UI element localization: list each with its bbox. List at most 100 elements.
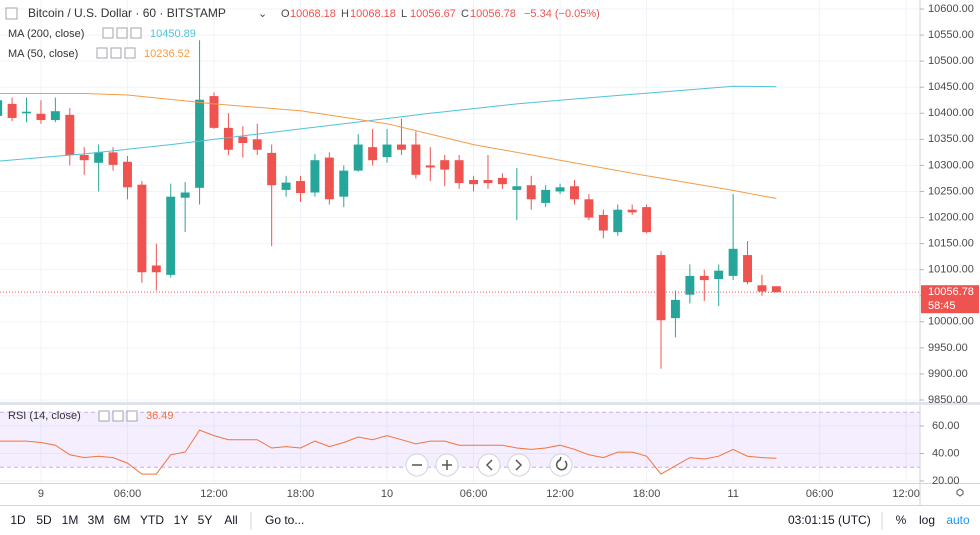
- rsi-pane: [0, 411, 920, 475]
- candle-body: [108, 152, 118, 165]
- range-button[interactable]: 1D: [10, 513, 26, 527]
- candle-body: [699, 275, 709, 281]
- x-tick-label: 18:00: [633, 488, 661, 500]
- indicator-value: 10236.52: [144, 48, 190, 60]
- candle-body: [50, 111, 60, 121]
- candle-body: [425, 165, 435, 168]
- range-button[interactable]: 5D: [36, 513, 52, 527]
- last-price-label: 10056.78: [928, 286, 974, 298]
- countdown-label: 58:45: [928, 300, 956, 312]
- candle-body: [94, 152, 104, 163]
- rsi-line: [0, 429, 777, 475]
- candle-body: [137, 184, 147, 273]
- y-tick-label: 10300.00: [928, 159, 974, 171]
- goto-button[interactable]: Go to...: [265, 513, 304, 527]
- chevron[interactable]: ⌄: [258, 8, 267, 20]
- candle-body: [267, 152, 277, 186]
- candle-body: [685, 275, 695, 295]
- candle-body: [555, 187, 565, 192]
- last-price-box: [921, 285, 979, 314]
- plot: [0, 40, 920, 475]
- candle-body: [79, 154, 89, 161]
- y-tick-label: 10350.00: [928, 133, 974, 145]
- y-tick-label: 10550.00: [928, 29, 974, 41]
- candle-body: [324, 157, 334, 200]
- indicator-name[interactable]: RSI (14, close): [8, 410, 81, 422]
- candle-body: [743, 255, 753, 283]
- candle-body: [642, 207, 652, 233]
- range-button[interactable]: All: [224, 513, 237, 527]
- y-tick-label: 20.00: [932, 475, 960, 487]
- nav-icons: [412, 456, 568, 471]
- candle-body: [223, 127, 233, 150]
- x-tick-label: 06:00: [460, 488, 488, 500]
- candle-body: [36, 113, 46, 121]
- candle-body: [180, 192, 190, 198]
- candle-body: [469, 179, 479, 185]
- candle-body: [411, 144, 421, 175]
- symbol-title[interactable]: Bitcoin / U.S. Dollar · 60 · BITSTAMP: [28, 6, 226, 20]
- candle-body: [570, 186, 579, 200]
- y-tick-label: 9950.00: [928, 342, 968, 354]
- scale-option[interactable]: log: [919, 513, 935, 527]
- candle-body: [396, 144, 406, 150]
- candle-body: [454, 160, 464, 184]
- x-tick-label: 12:00: [546, 488, 574, 500]
- y-tick-label: 10250.00: [928, 185, 974, 197]
- x-tick-label: 06:00: [114, 488, 142, 500]
- rsi-band: [0, 412, 920, 468]
- ohlc-key: L: [401, 8, 407, 20]
- ohlc-value: 10056.67: [410, 8, 456, 20]
- candle-body: [771, 286, 781, 293]
- x-tick-label: 12:00: [892, 488, 920, 500]
- candle-body: [281, 182, 291, 190]
- y-tick-label: 10600.00: [928, 3, 974, 15]
- ohlc-value: 10056.78: [470, 8, 516, 20]
- nav-buttons[interactable]: [405, 453, 573, 477]
- candle-body: [166, 196, 176, 275]
- candle-body: [613, 209, 623, 233]
- candle-body: [0, 100, 3, 116]
- range-button[interactable]: 5Y: [198, 513, 213, 527]
- candle-body: [497, 177, 507, 185]
- ohlc-key: O: [281, 8, 290, 20]
- y-tick-label: 9900.00: [928, 368, 968, 380]
- ma200-icons[interactable]: [102, 27, 142, 39]
- indicator-name[interactable]: MA (200, close): [8, 28, 84, 40]
- x-tick-label: 11: [727, 488, 738, 500]
- candle-body: [123, 161, 132, 188]
- ohlc-key: C: [461, 8, 469, 20]
- candles: [0, 40, 920, 369]
- range-button[interactable]: 1M: [62, 513, 79, 527]
- scale-option[interactable]: auto: [946, 513, 970, 527]
- y-tick-label: 10500.00: [928, 55, 974, 67]
- range-button[interactable]: 1Y: [174, 513, 189, 527]
- candle-body: [627, 209, 637, 213]
- y-tick-label: 10000.00: [928, 316, 974, 328]
- ui-layer: 9 06:00 12:00 18:00 10 06:00 12:00 18:00 11 06:00…: [8, 3, 979, 530]
- range-button[interactable]: 3M: [88, 513, 105, 527]
- pane-separator: [0, 402, 980, 405]
- candle-body: [296, 181, 305, 194]
- candle-body: [151, 265, 161, 273]
- y-tick-label: 40.00: [932, 447, 960, 459]
- range-button[interactable]: 6M: [114, 513, 131, 527]
- candle-body: [7, 103, 17, 118]
- grid-layer: [0, 0, 920, 483]
- candle-body: [584, 199, 594, 218]
- candle-body: [757, 285, 767, 292]
- candle-body: [353, 144, 363, 171]
- indicator-value: 36.49: [146, 410, 174, 422]
- indicator-name[interactable]: MA (50, close): [8, 48, 78, 60]
- candle-body: [526, 185, 536, 200]
- y-tick-label: 10150.00: [928, 237, 974, 249]
- settings-icon[interactable]: [956, 488, 964, 497]
- ma50-icons[interactable]: [96, 47, 136, 59]
- candle-body: [670, 299, 680, 319]
- range-button[interactable]: YTD: [140, 513, 164, 527]
- rsi-icons[interactable]: [98, 410, 138, 422]
- candle-body: [728, 248, 738, 276]
- scale-option[interactable]: %: [896, 513, 907, 527]
- candle-body: [238, 136, 248, 143]
- collapse-icon[interactable]: [5, 7, 18, 20]
